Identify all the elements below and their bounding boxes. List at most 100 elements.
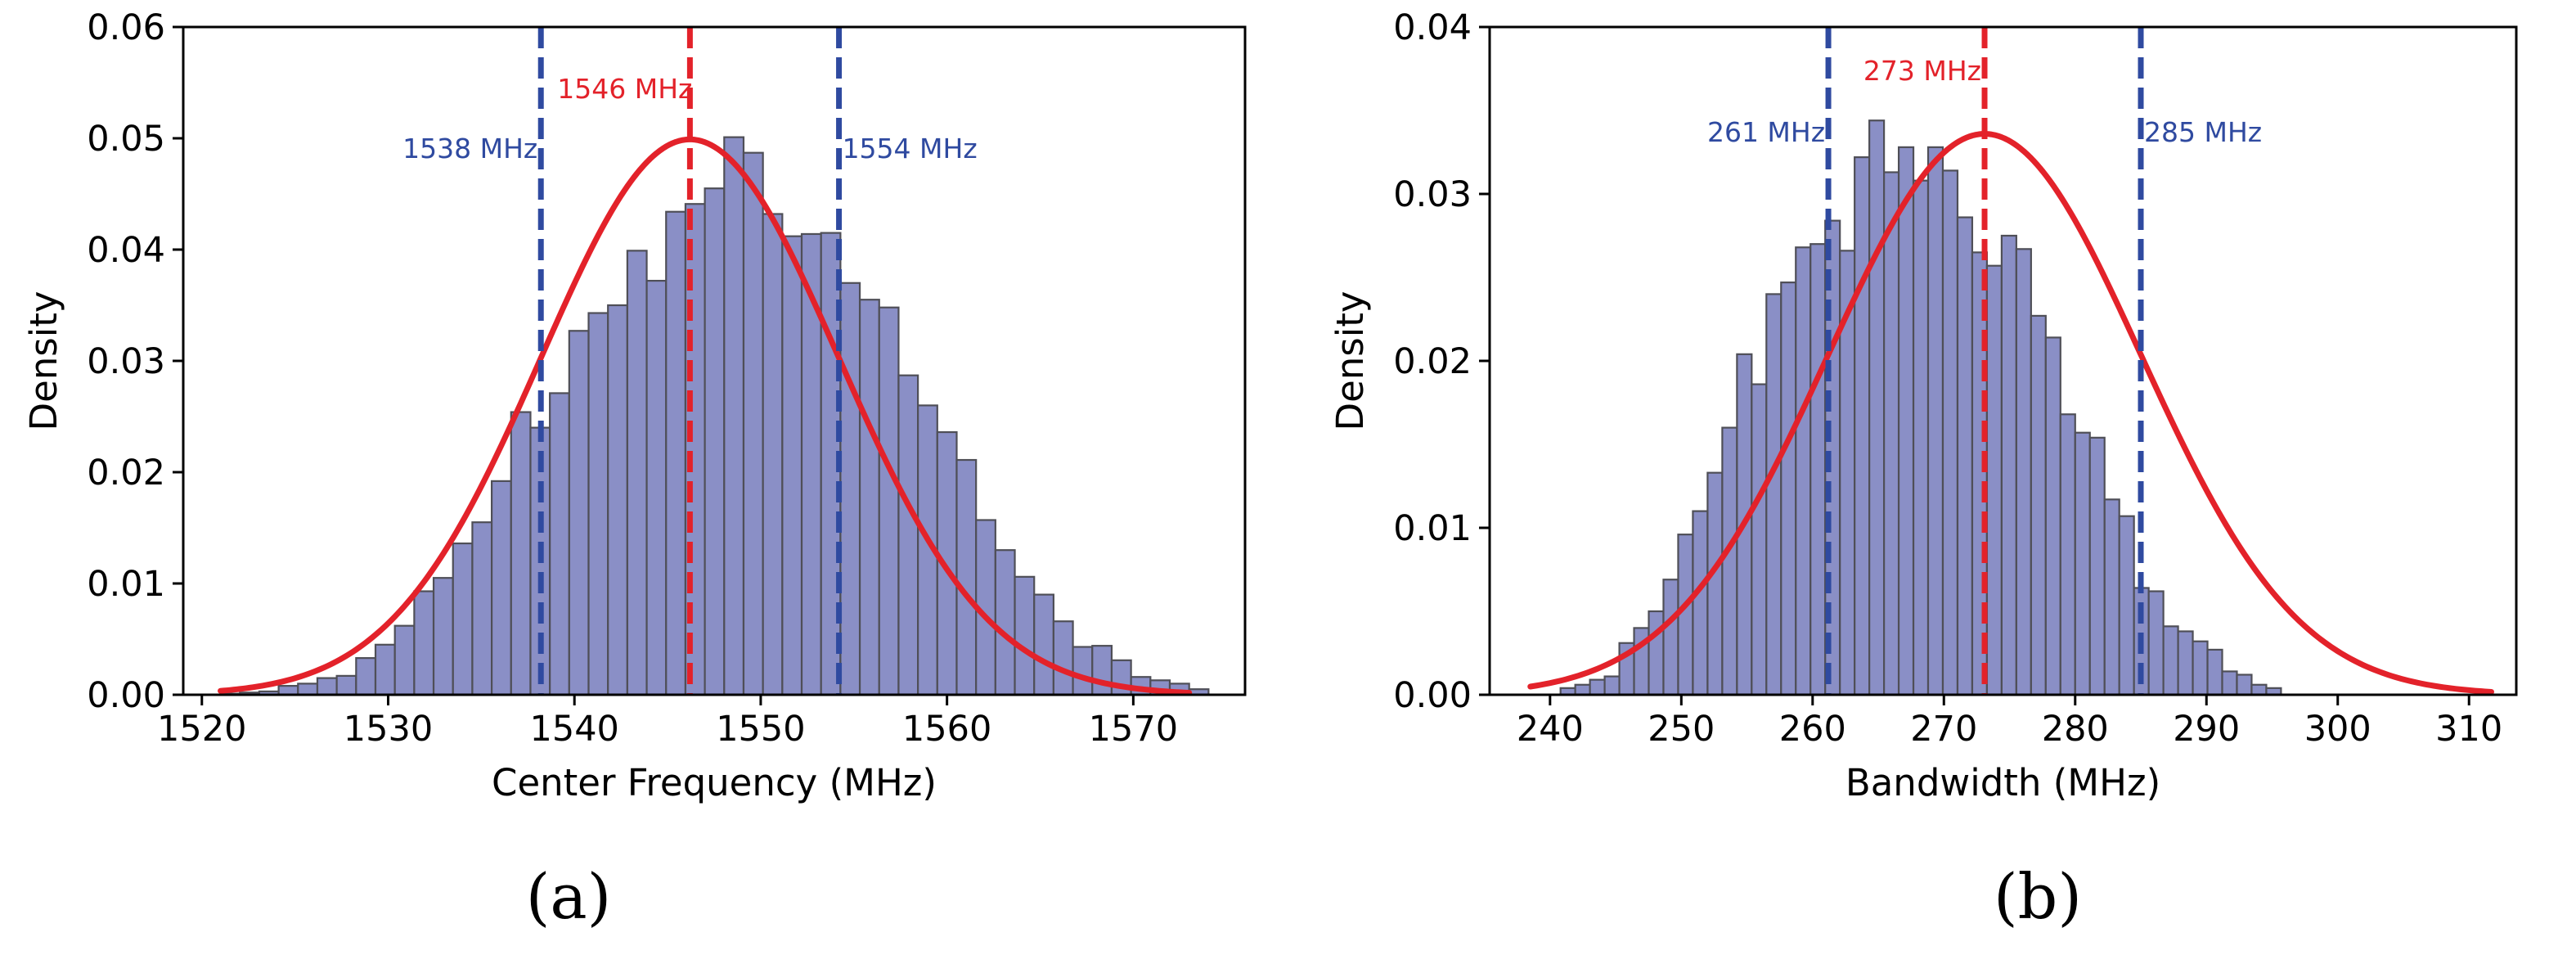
x-tick-label: 1520 [157, 709, 246, 750]
x-tick-label: 250 [1648, 709, 1715, 750]
chart-panel-a: 1538 MHz 1546 MHz 1554 MHz 1520 1530 1540 1550… [22, 7, 1247, 804]
x-axis-label: Center Frequency (MHz) [492, 761, 937, 804]
y-tick-label: 0.02 [1393, 341, 1472, 382]
histogram-bar [1868, 119, 1886, 696]
x-tick-label: 1550 [716, 709, 805, 750]
histogram-bar [645, 279, 668, 696]
caption-b: (b) [1994, 860, 2082, 933]
histogram-bar [2192, 640, 2209, 696]
histogram-bar [2147, 590, 2165, 696]
sigma-label: 1538 MHz [402, 133, 537, 164]
histogram-bar [897, 374, 919, 696]
histogram-bar [2162, 625, 2179, 696]
histogram-bar [2044, 336, 2061, 696]
histogram-bar [2059, 413, 2076, 696]
x-tick-label: 290 [2173, 709, 2240, 750]
histogram-bar [704, 187, 726, 696]
histogram-bar [1751, 383, 1768, 696]
y-tick-label: 0.03 [1393, 174, 1472, 215]
y-axis-label: Density [22, 291, 65, 430]
y-tick-label: 0.02 [87, 453, 165, 493]
histogram-bar [1912, 179, 1930, 696]
histogram-bar [742, 151, 764, 696]
histogram-bar [1809, 243, 1827, 696]
histogram-bar [1721, 426, 1738, 696]
x-tick-label: 260 [1779, 709, 1846, 750]
histogram-bar [781, 235, 803, 696]
y-tick-label: 0.01 [1393, 508, 1472, 549]
histogram-bar [955, 458, 978, 696]
mean-label: 1546 MHz [557, 73, 692, 105]
histogram-bar [374, 643, 396, 696]
sigma-label: 1554 MHz [843, 133, 978, 164]
x-tick-label: 1530 [344, 709, 433, 750]
histogram-bar [2177, 630, 2194, 696]
y-tick-label: 0.04 [1393, 7, 1472, 48]
histogram-bar [1765, 293, 1783, 696]
histogram-bar [994, 549, 1016, 696]
sigma-label: 261 MHz [1707, 116, 1825, 148]
histogram-bar [316, 677, 338, 696]
x-tick-label: 1540 [529, 709, 618, 750]
histogram-bar [762, 213, 784, 696]
chart-panel-b: 261 MHz 273 MHz 285 MHz 240 250 260 270 280 290 3… [1328, 7, 2518, 804]
histogram-bar [1648, 610, 1665, 696]
histogram-bar [1014, 575, 1036, 696]
histogram-bar [471, 521, 493, 696]
histogram-bar [2103, 498, 2120, 696]
histogram-bar [1706, 471, 1724, 696]
histogram-bar [2236, 673, 2253, 696]
histogram-bar [413, 590, 435, 696]
histogram-bar [1854, 156, 1871, 696]
histogram-bar [878, 306, 900, 696]
histogram-bar [510, 411, 532, 696]
x-tick-label: 240 [1517, 709, 1584, 750]
histogram-bar [607, 304, 628, 696]
histogram-bar [2074, 431, 2091, 696]
x-tick-label: 270 [1910, 709, 1977, 750]
histogram-bar [2221, 670, 2238, 696]
y-tick-label: 0.03 [87, 341, 165, 382]
histogram-bar [1692, 510, 1709, 696]
histogram-bar [1941, 169, 1959, 696]
histogram-bar [355, 657, 377, 696]
histogram-bar [432, 577, 454, 696]
histogram-bar [1926, 146, 1944, 696]
y-tick-label: 0.05 [87, 119, 165, 160]
histogram-bar [549, 392, 570, 696]
histogram-bar [2088, 436, 2106, 696]
histogram-bar [335, 674, 357, 696]
histogram-bar [1072, 646, 1094, 696]
histogram-bar [858, 299, 880, 696]
histogram-bar [277, 685, 299, 696]
histogram-bar [587, 312, 609, 696]
x-tick-label: 300 [2304, 709, 2371, 750]
histogram-bar [393, 624, 416, 696]
x-tick-label: 280 [2042, 709, 2109, 750]
sigma-label: 285 MHz [2144, 116, 2262, 148]
histogram-bar [2250, 683, 2268, 696]
y-tick-label: 0.00 [87, 675, 165, 716]
histogram-bar [297, 682, 319, 696]
histogram-bar [839, 282, 861, 696]
histogram-bar [1883, 171, 1900, 696]
histogram-bar [1662, 579, 1679, 696]
histogram-bar [1956, 216, 1974, 696]
histogram-bar [1091, 645, 1113, 696]
normal-fit-curve [218, 136, 1193, 696]
histogram-bar [2206, 648, 2223, 696]
histogram-bar [452, 542, 474, 696]
histogram-bar [1033, 593, 1054, 696]
histogram-bar [2118, 515, 2135, 696]
histogram-bar [490, 480, 512, 696]
y-tick-label: 0.04 [87, 230, 165, 271]
normal-fit-curve [1527, 131, 2495, 695]
histogram-bar [723, 136, 745, 696]
histogram-bar [2030, 314, 2047, 696]
histogram-bar [1897, 146, 1915, 696]
x-tick-label: 1560 [902, 709, 991, 750]
histogram-bar [1589, 678, 1606, 696]
histogram-bar [568, 330, 590, 696]
